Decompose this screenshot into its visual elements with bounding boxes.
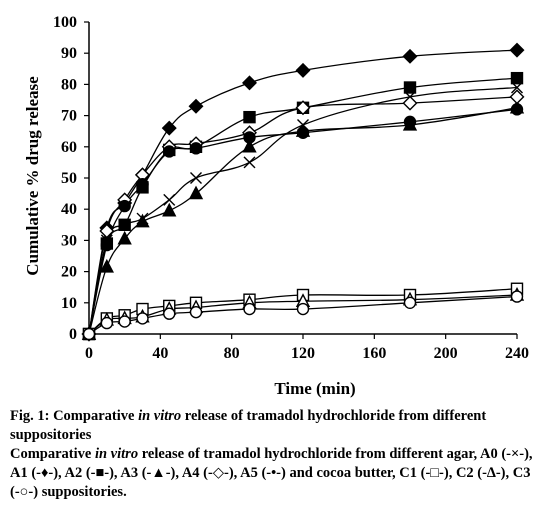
series-c3-point <box>403 296 417 309</box>
figure-title: Fig. 1: Comparative in vitro release of … <box>10 407 540 445</box>
series-a3-point <box>99 258 114 273</box>
series-a0-point <box>190 172 202 184</box>
series-a3-point <box>135 213 150 228</box>
y-tick-label: 30 <box>61 232 77 249</box>
y-tick-label: 10 <box>61 295 77 312</box>
y-tick-label: 0 <box>69 326 77 343</box>
series-c3-point <box>136 312 149 325</box>
figure-caption: Fig. 1: Comparative in vitro release of … <box>10 407 540 502</box>
series-c3-point <box>296 302 310 316</box>
series-c3-point <box>82 327 96 341</box>
y-tick-label: 80 <box>61 76 77 93</box>
series-c3-point <box>118 315 131 328</box>
series-a5-point <box>100 238 114 252</box>
y-tick-label: 70 <box>61 108 77 125</box>
series-a5-point <box>136 178 149 191</box>
y-tick-label: 100 <box>53 14 77 31</box>
x-tick-label: 40 <box>152 345 168 362</box>
series-a3-point <box>162 202 177 217</box>
series-a1-point <box>402 48 418 64</box>
y-tick-label: 20 <box>61 264 77 281</box>
series-a5-line <box>88 108 518 335</box>
series-c3-point <box>243 302 256 316</box>
y-tick-label: 50 <box>61 170 77 187</box>
series-a5-point <box>510 103 524 116</box>
series-c3-point <box>189 305 203 319</box>
series-a2-point <box>118 218 131 232</box>
x-tick-label: 200 <box>434 345 458 362</box>
series-c3-point <box>163 307 176 320</box>
series-c3-point <box>510 290 524 303</box>
series-a1-point <box>509 42 525 58</box>
y-tick-label: 60 <box>61 139 77 156</box>
series-a1-point <box>161 120 177 136</box>
series-a4-point <box>99 223 115 239</box>
series-a2-point <box>403 81 417 94</box>
x-tick-label: 80 <box>224 345 240 362</box>
series-a0-point <box>163 193 176 206</box>
series-a0-line <box>88 86 518 335</box>
series-a2-point <box>243 110 256 124</box>
x-tick-label: 0 <box>85 345 93 362</box>
series-a3-point <box>242 138 257 153</box>
series-a5-point <box>163 145 176 158</box>
series-a5-point <box>403 115 417 129</box>
series-a1-point <box>242 75 257 91</box>
figure-description-italic: in vitro <box>94 446 139 462</box>
series-a1-point <box>188 98 204 114</box>
tick-labels: 0 10 20 30 40 50 60 70 80 90 100 0 40 80 120 160 200 240 <box>53 14 529 362</box>
series-a3-point <box>117 230 132 245</box>
figure-description-suffix: release of tramadol hydrochloride from d… <box>10 446 533 500</box>
series-a5-point <box>189 142 203 155</box>
series-a4-line <box>88 96 518 335</box>
y-tick-label: 40 <box>61 201 77 218</box>
series-a4-point <box>295 100 311 116</box>
series-a5-point <box>243 131 256 144</box>
series-c3-point <box>100 316 114 330</box>
x-tick-label: 120 <box>291 345 315 362</box>
series-a3-point <box>188 185 204 200</box>
figure-description-prefix: Comparative <box>10 446 95 462</box>
x-axis-label: Time (min) <box>274 379 355 398</box>
y-axis-label: Cumulative % drug release <box>23 76 42 276</box>
series-a0-point <box>243 156 256 169</box>
y-tick-label: 90 <box>61 45 77 62</box>
series-markers <box>81 42 525 342</box>
figure-title-prefix: Fig. 1: Comparative <box>10 408 139 424</box>
figure-description: Comparative in vitro release of tramadol… <box>10 445 540 502</box>
series-a5-point <box>118 199 131 213</box>
series-a2-point <box>510 71 524 85</box>
series-a1-point <box>295 62 311 78</box>
series-lines <box>88 49 518 335</box>
series-a4-point <box>402 95 418 111</box>
figure-title-suffix: release of tramadol hydrochloride from d… <box>10 408 487 443</box>
series-a5-point <box>296 126 310 139</box>
figure-title-italic: in vitro <box>138 408 182 424</box>
x-tick-label: 240 <box>505 345 529 362</box>
x-tick-label: 160 <box>362 345 386 362</box>
